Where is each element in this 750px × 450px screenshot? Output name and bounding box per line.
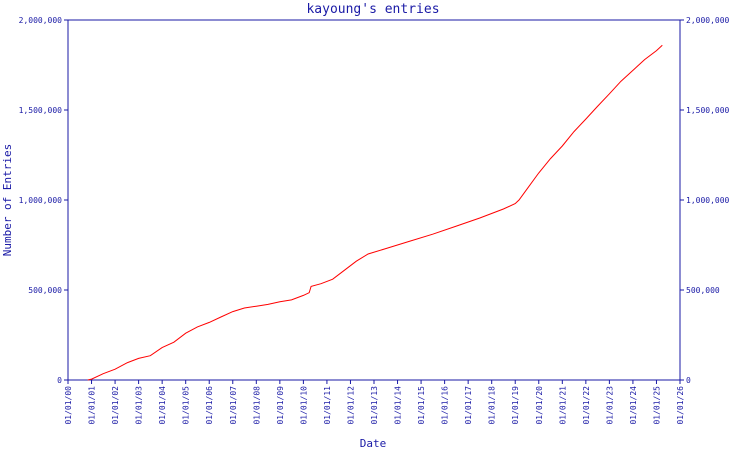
plot-frame <box>67 19 681 381</box>
x-tick-label: 01/01/18 <box>488 386 497 425</box>
y-tick-label-right: 500,000 <box>686 286 720 295</box>
x-tick-label: 01/01/00 <box>64 386 73 425</box>
x-tick-label: 01/01/13 <box>370 386 379 425</box>
x-tick-label: 01/01/23 <box>605 386 614 425</box>
x-tick-label: 01/01/26 <box>676 386 685 425</box>
x-tick-label: 01/01/25 <box>652 386 661 425</box>
x-tick-label: 01/01/15 <box>417 386 426 425</box>
x-tick-label: 01/01/24 <box>629 386 638 425</box>
y-axis-label: Number of Entries <box>1 144 14 257</box>
y-tick-label-right: 1,500,000 <box>686 106 730 115</box>
x-tick-label: 01/01/11 <box>323 386 332 425</box>
y-tick-label-right: 0 <box>686 376 691 385</box>
series-line <box>87 44 663 381</box>
y-tick-label-right: 1,000,000 <box>686 196 730 205</box>
series-layer <box>87 44 663 381</box>
x-tick-label: 01/01/01 <box>88 386 97 425</box>
y-tick-label-left: 1,000,000 <box>19 196 63 205</box>
y-tick-label-right: 2,000,000 <box>686 16 730 25</box>
x-tick-label: 01/01/06 <box>205 386 214 425</box>
x-tick-label: 01/01/09 <box>276 386 285 425</box>
y-tick-label-left: 0 <box>57 376 62 385</box>
x-tick-label: 01/01/02 <box>111 386 120 425</box>
x-tick-label: 01/01/21 <box>558 386 567 425</box>
y-tick-label-left: 1,500,000 <box>19 106 63 115</box>
y-axis-right: 0 500,000 1,000,000 1,500,000 2,000,000 <box>680 16 730 385</box>
x-axis: 01/01/00 01/01/01 01/01/02 01/01/03 01/01/04… <box>64 380 685 425</box>
x-tick-label: 01/01/04 <box>158 386 167 425</box>
x-tick-label: 01/01/07 <box>229 386 238 425</box>
x-axis-label: Date <box>360 437 387 450</box>
y-tick-label-left: 2,000,000 <box>19 16 63 25</box>
x-tick-label: 01/01/17 <box>464 386 473 425</box>
y-axis-left: 0 500,000 1,000,000 1,500,000 2,000,000 <box>19 16 68 385</box>
x-tick-label: 01/01/05 <box>182 386 191 425</box>
x-tick-label: 01/01/20 <box>535 386 544 425</box>
chart-title: kayoung's entries <box>306 2 439 17</box>
x-tick-label: 01/01/19 <box>511 386 520 425</box>
x-tick-label: 01/01/12 <box>346 386 355 425</box>
x-tick-label: 01/01/16 <box>441 386 450 425</box>
y-tick-label-left: 500,000 <box>28 286 62 295</box>
x-tick-label: 01/01/10 <box>299 386 308 425</box>
x-tick-label: 01/01/08 <box>252 386 261 425</box>
x-tick-label: 01/01/22 <box>582 386 591 425</box>
x-tick-label: 01/01/03 <box>135 386 144 425</box>
x-tick-label: 01/01/14 <box>394 386 403 425</box>
